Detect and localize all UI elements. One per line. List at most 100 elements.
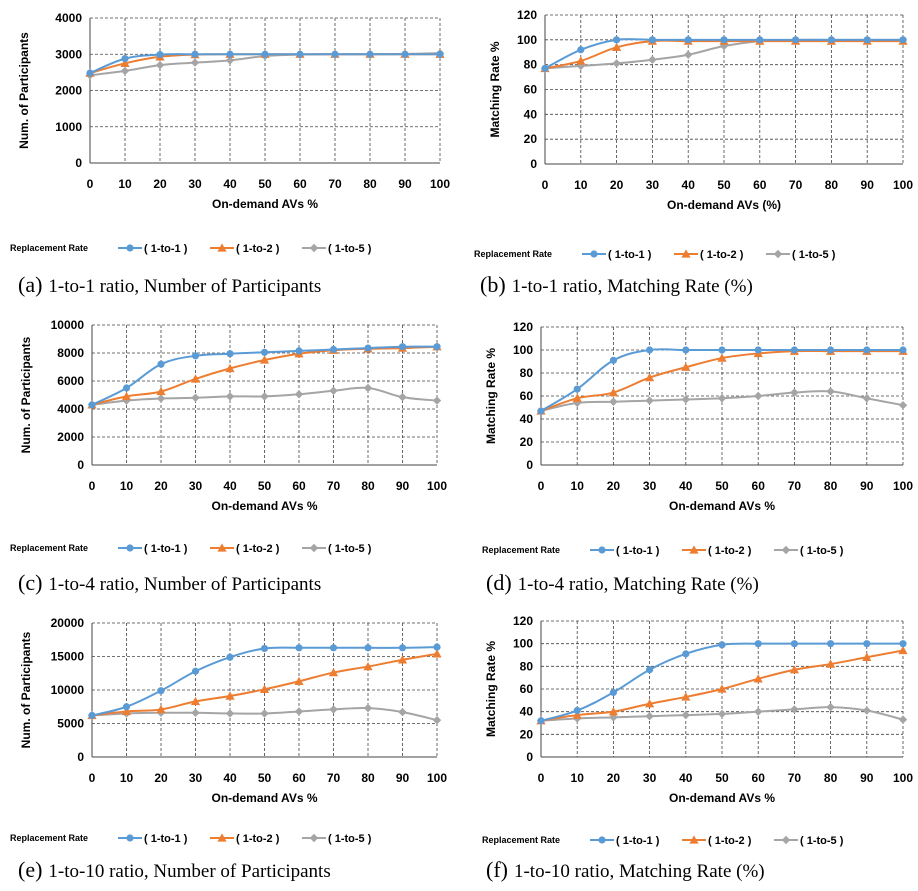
data-point-series-2 [294,390,304,399]
data-point-series-1 [432,649,442,658]
data-point-series-2 [612,59,621,68]
data-point-series-0 [754,346,762,354]
y-tick-label: 120 [513,614,533,628]
data-point-series-2 [120,66,130,76]
panel-caption-letter: (d) [486,570,512,595]
data-point-series-0 [863,36,871,44]
legend-marker [126,244,134,252]
chart-panel-a: 0 1000 2000 3000 4000 0 10 20 30 40 50 60 70 80 90 100 O… [10,11,450,297]
data-point-series-0 [122,703,131,711]
data-point-series-1 [717,684,727,693]
y-tick-label: 0 [526,458,533,472]
data-point-series-0 [682,650,690,658]
panel-caption-text: 1-to-4 ratio, Matching Rate (%) [518,574,759,595]
x-tick-label: 70 [789,178,803,192]
x-tick-label: 10 [571,771,585,785]
data-point-series-1 [363,661,373,671]
panel-caption: (a) 1-to-1 ratio, Number of Participants [18,272,321,297]
legend-entry-label: ( 1-to-2 ) [236,243,280,255]
x-axis-title: On-demand AVs % [211,499,317,513]
legend-marker [126,544,134,552]
data-point-series-0 [433,343,441,351]
x-tick-label: 20 [607,479,621,493]
data-point-series-1 [862,652,872,661]
x-tick-label: 60 [292,479,306,493]
panel-caption-letter: (e) [18,857,42,882]
data-point-series-0 [157,687,165,695]
x-tick-label: 10 [120,771,134,785]
data-point-series-0 [295,347,303,355]
data-point-series-0 [537,717,545,725]
x-tick-label: 0 [89,479,96,493]
y-tick-label: 60 [520,389,534,403]
x-tick-label: 60 [293,177,307,191]
y-tick-label: 2000 [55,84,82,98]
data-point-series-2 [573,398,582,408]
data-point-series-2 [329,705,338,714]
data-point-series-0 [331,50,339,58]
data-point-series-0 [156,51,164,59]
x-tick-label: 100 [427,771,447,785]
data-point-series-0 [366,50,374,58]
data-point-series-0 [260,644,269,653]
legend-entry-label: ( 1-to-1 ) [144,543,188,555]
x-tick-label: 0 [89,771,96,785]
data-point-series-2 [717,394,727,403]
data-point-series-1 [645,699,655,708]
data-point-series-0 [754,640,762,648]
y-tick-label: 120 [513,320,533,334]
x-tick-label: 30 [189,479,203,493]
data-point-series-2 [363,703,373,713]
data-point-series-0 [541,64,549,72]
legend-entry-label: ( 1-to-1 ) [616,835,660,847]
data-point-series-0 [398,343,407,351]
legend-marker [309,833,319,843]
y-tick-label: 0 [77,750,84,764]
y-tick-label: 80 [520,366,534,380]
x-tick-label: 40 [223,177,237,191]
y-tick-label: 80 [520,659,534,673]
data-point-series-0 [863,640,871,648]
data-point-series-0 [718,346,726,354]
data-point-series-0 [261,50,269,58]
legend-title: Replacement Rate [474,249,552,259]
y-tick-label: 20000 [51,616,85,630]
x-tick-label: 60 [753,178,767,192]
y-tick-label: 3000 [55,47,82,61]
data-point-series-1 [753,674,763,683]
x-tick-label: 30 [646,178,660,192]
x-tick-label: 80 [361,771,375,785]
x-tick-label: 80 [363,177,377,191]
legend-marker [689,545,699,554]
data-point-series-0 [86,69,94,77]
chart-panel-b: 0 20 40 60 80 100 120 0 10 20 30 40 50 60 70 80 90 100 On-… [474,8,913,297]
data-point-series-2 [684,50,693,59]
data-point-series-2 [609,397,618,406]
data-point-series-2 [155,60,165,70]
data-point-series-2 [329,386,338,395]
y-tick-label: 15000 [51,650,85,664]
data-point-series-2 [790,388,799,397]
data-point-series-1 [294,676,304,685]
panel-caption-letter: (a) [18,272,42,297]
data-point-series-1 [259,684,270,694]
data-point-series-0 [295,644,303,652]
data-point-series-2 [826,387,835,396]
y-tick-label: 0 [75,156,82,170]
chart-panel-d: 0 20 40 60 80 100 120 0 10 20 30 40 50 60 70 80 90 100 On-… [482,320,913,595]
data-point-series-0 [88,711,96,720]
x-tick-label: 10 [118,177,132,191]
panel-caption: (d) 1-to-4 ratio, Matching Rate (%) [486,570,759,595]
data-point-series-0 [226,50,234,58]
x-axis-title: On-demand AVs (%) [667,198,781,212]
y-axis-title: Num. of Participants [19,631,33,748]
y-tick-label: 5000 [57,717,84,731]
legend-marker [309,543,319,553]
x-tick-label: 70 [327,771,341,785]
x-tick-label: 10 [571,479,585,493]
x-tick-label: 50 [258,771,272,785]
panel-caption-letter: (f) [486,857,508,882]
data-point-series-0 [684,36,692,44]
data-point-series-0 [827,346,835,354]
legend-title: Replacement Rate [10,243,88,253]
